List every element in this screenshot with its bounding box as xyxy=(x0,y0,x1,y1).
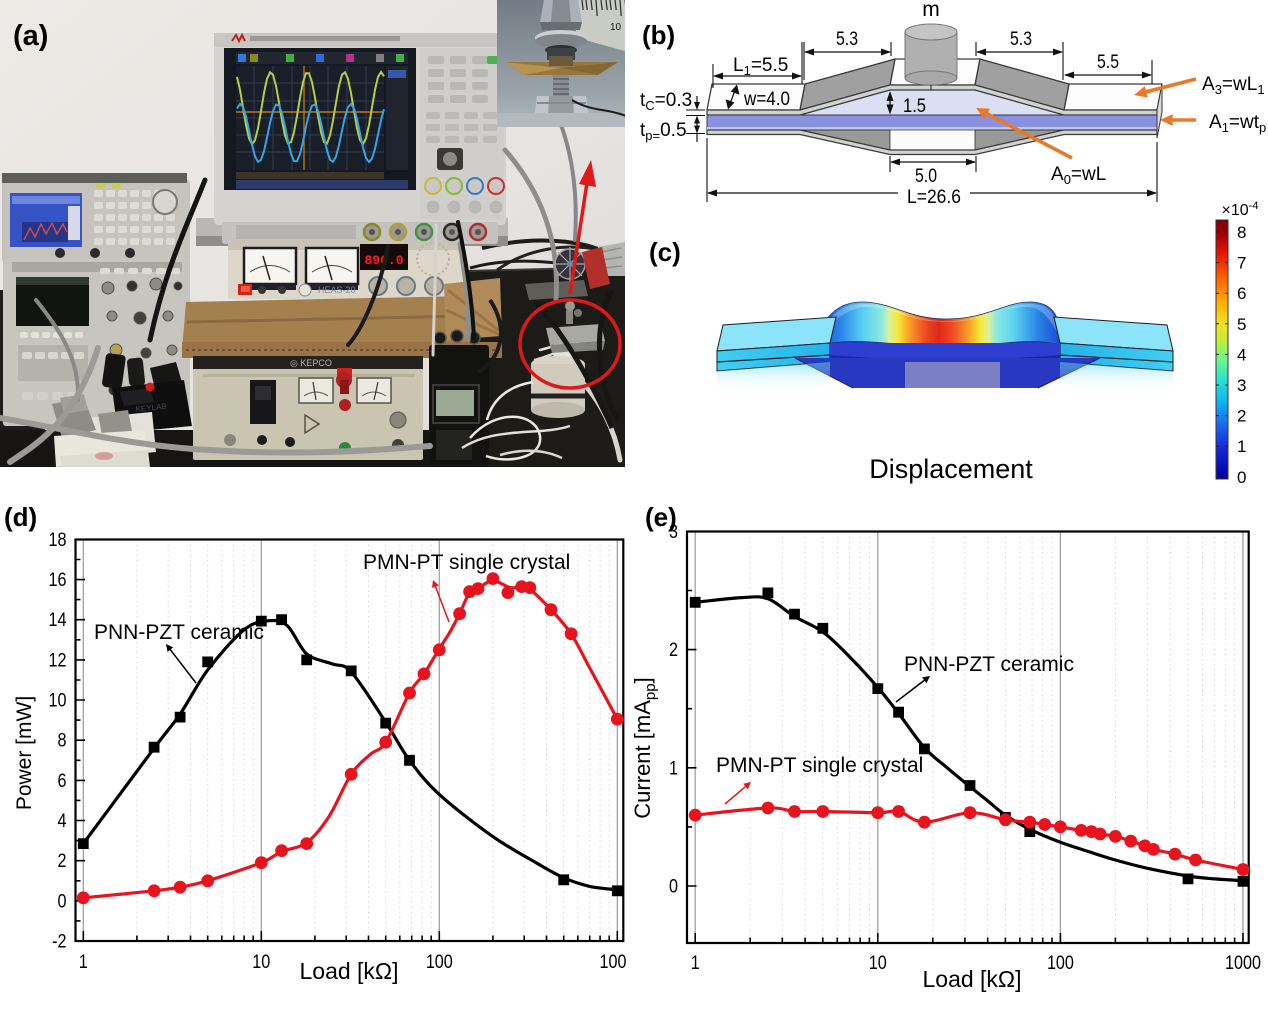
svg-text:8: 8 xyxy=(58,731,67,752)
svg-text:12: 12 xyxy=(49,650,67,671)
svg-text:4: 4 xyxy=(58,811,67,832)
svg-text:3: 3 xyxy=(669,522,678,543)
svg-text:6: 6 xyxy=(1237,284,1246,303)
svg-text:0: 0 xyxy=(669,877,678,898)
svg-text:5.3: 5.3 xyxy=(1010,29,1032,50)
svg-text:14: 14 xyxy=(49,610,67,631)
svg-text:10: 10 xyxy=(49,691,67,712)
svg-text:5: 5 xyxy=(1237,315,1246,334)
svg-text:1.5: 1.5 xyxy=(903,96,926,117)
svg-text:1: 1 xyxy=(1237,437,1246,456)
svg-text:KEYLAB: KEYLAB xyxy=(135,402,167,414)
svg-text:100: 100 xyxy=(1047,953,1074,974)
svg-text:PNN-PZT ceramic: PNN-PZT ceramic xyxy=(904,653,1074,676)
svg-text:1000: 1000 xyxy=(1225,953,1261,974)
svg-text:(b): (b) xyxy=(642,20,675,50)
svg-text:L=26.6: L=26.6 xyxy=(907,187,961,208)
svg-text:1: 1 xyxy=(669,758,678,779)
svg-text:◎ KEPCO: ◎ KEPCO xyxy=(290,358,332,368)
svg-text:0: 0 xyxy=(58,891,67,912)
svg-text:A3=wL1: A3=wL1 xyxy=(1202,74,1265,97)
svg-text:PNN-PZT ceramic: PNN-PZT ceramic xyxy=(94,621,264,644)
svg-text:1: 1 xyxy=(691,953,700,974)
svg-text:HEAS-20: HEAS-20 xyxy=(318,285,356,295)
svg-text:100: 100 xyxy=(600,952,627,973)
svg-text:PMN-PT single crystal: PMN-PT single crystal xyxy=(716,754,923,777)
svg-text:5.5: 5.5 xyxy=(1097,52,1119,73)
svg-text:A0=wL: A0=wL xyxy=(1051,164,1106,187)
svg-text:5.0: 5.0 xyxy=(915,166,937,187)
svg-text:0: 0 xyxy=(1237,468,1246,487)
svg-text:10: 10 xyxy=(252,952,270,973)
svg-text:Displacement: Displacement xyxy=(869,454,1033,484)
svg-text:A1=wtp: A1=wtp xyxy=(1209,112,1266,135)
svg-text:4: 4 xyxy=(1237,345,1246,364)
svg-text:6: 6 xyxy=(58,771,67,792)
svg-text:m: m xyxy=(922,0,940,21)
svg-text:16: 16 xyxy=(49,570,67,591)
svg-text:Load [kΩ]: Load [kΩ] xyxy=(922,966,1021,992)
svg-text:(c): (c) xyxy=(649,237,681,267)
svg-text:8: 8 xyxy=(1237,223,1246,242)
svg-text:Current [mApp]: Current [mApp] xyxy=(630,677,659,818)
svg-text:(d): (d) xyxy=(4,502,37,532)
svg-text:100: 100 xyxy=(426,952,453,973)
svg-text:10: 10 xyxy=(869,953,887,974)
svg-text:(e): (e) xyxy=(645,502,677,532)
svg-text:w=4.0: w=4.0 xyxy=(743,89,790,110)
svg-text:(a): (a) xyxy=(13,20,48,52)
svg-text:PMN-PT single crystal: PMN-PT single crystal xyxy=(363,551,570,574)
svg-text:3: 3 xyxy=(1237,376,1246,395)
svg-text:5.3: 5.3 xyxy=(836,29,858,50)
svg-text:18: 18 xyxy=(49,530,67,551)
svg-text:10: 10 xyxy=(610,22,622,33)
svg-text:2: 2 xyxy=(58,851,67,872)
svg-text:-2: -2 xyxy=(52,932,66,953)
svg-text:7: 7 xyxy=(1237,254,1246,273)
svg-text:Power [mW]: Power [mW] xyxy=(13,696,36,810)
svg-text:2: 2 xyxy=(669,640,678,661)
svg-text:Load [kΩ]: Load [kΩ] xyxy=(299,958,398,984)
svg-text:1: 1 xyxy=(79,952,88,973)
svg-text:L1=5.5: L1=5.5 xyxy=(733,55,788,78)
svg-text:2: 2 xyxy=(1237,407,1246,426)
